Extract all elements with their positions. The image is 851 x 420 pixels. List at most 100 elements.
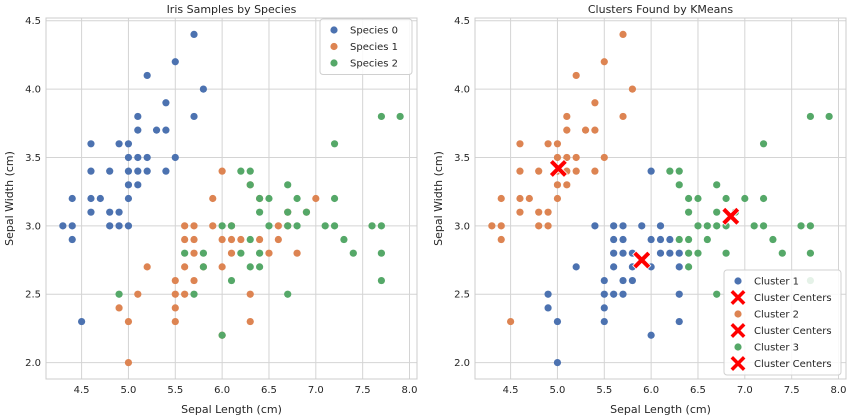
data-point bbox=[256, 194, 264, 203]
x-tick-label: 6.5 bbox=[690, 385, 706, 396]
data-point bbox=[656, 222, 665, 230]
data-point bbox=[675, 290, 683, 298]
data-point bbox=[368, 222, 376, 230]
data-point bbox=[218, 222, 226, 230]
data-point bbox=[237, 167, 245, 175]
data-point bbox=[544, 290, 552, 298]
data-point bbox=[694, 194, 702, 203]
data-point bbox=[124, 222, 133, 230]
data-point bbox=[312, 194, 320, 203]
legend-marker bbox=[734, 343, 742, 351]
data-point bbox=[284, 208, 292, 216]
legend-entry: Cluster Centers bbox=[754, 359, 832, 370]
x-tick-label: 5.5 bbox=[596, 385, 612, 396]
data-point bbox=[293, 249, 301, 257]
data-point bbox=[124, 153, 133, 162]
chart-title: Clusters Found by KMeans bbox=[588, 3, 734, 16]
legend bbox=[723, 269, 842, 376]
data-point bbox=[694, 249, 702, 257]
data-point bbox=[237, 249, 245, 257]
data-point bbox=[134, 126, 142, 134]
data-point bbox=[553, 194, 562, 203]
data-point bbox=[171, 304, 179, 312]
data-point bbox=[497, 235, 505, 244]
data-point bbox=[115, 290, 123, 298]
data-point bbox=[497, 194, 505, 203]
data-point bbox=[553, 140, 562, 148]
data-point bbox=[181, 222, 189, 230]
data-point bbox=[190, 30, 198, 39]
data-point bbox=[722, 194, 730, 203]
data-point bbox=[274, 235, 282, 244]
data-point bbox=[330, 222, 339, 230]
data-point bbox=[68, 235, 76, 244]
data-point bbox=[106, 167, 114, 175]
data-point bbox=[396, 112, 404, 121]
data-point bbox=[265, 194, 273, 203]
data-point bbox=[535, 208, 543, 216]
data-point bbox=[199, 249, 207, 257]
data-point bbox=[190, 290, 198, 298]
data-point bbox=[685, 208, 693, 216]
data-point bbox=[535, 167, 543, 175]
data-point bbox=[825, 112, 833, 121]
legend-marker bbox=[330, 42, 338, 51]
x-tick-label: 7.5 bbox=[355, 385, 371, 396]
data-point bbox=[553, 358, 562, 367]
legend-marker bbox=[734, 277, 742, 285]
y-tick-label: 3.5 bbox=[25, 153, 41, 164]
legend-entry: Cluster Centers bbox=[754, 326, 832, 337]
data-point bbox=[227, 235, 236, 244]
data-point bbox=[218, 167, 226, 175]
data-point bbox=[256, 208, 264, 216]
data-point bbox=[181, 249, 189, 257]
data-point bbox=[675, 167, 683, 175]
data-point bbox=[377, 276, 385, 285]
data-point bbox=[572, 153, 580, 162]
data-point bbox=[685, 249, 693, 257]
data-point bbox=[516, 140, 524, 148]
data-point bbox=[610, 222, 618, 230]
data-point bbox=[134, 153, 142, 162]
y-tick-label: 3.0 bbox=[25, 221, 41, 232]
data-point bbox=[171, 276, 179, 285]
data-point bbox=[284, 222, 292, 230]
data-point bbox=[256, 235, 264, 244]
data-point bbox=[293, 222, 301, 230]
data-point bbox=[647, 331, 655, 339]
data-point bbox=[68, 222, 76, 230]
data-point bbox=[349, 249, 357, 257]
data-point bbox=[181, 290, 189, 298]
chart-title: Iris Samples by Species bbox=[167, 3, 297, 16]
data-point bbox=[87, 208, 95, 216]
x-axis-label: Sepal Length (cm) bbox=[610, 403, 711, 416]
data-point bbox=[134, 181, 142, 189]
scatter-panel-clusters: 4.5 5.0 5.5 6.0 6.5 7.0 7.5 8.0 2.0 2.5 3.0 3.5 4.0 4… bbox=[432, 3, 847, 416]
data-point bbox=[759, 140, 768, 148]
x-tick-label: 8.0 bbox=[831, 385, 847, 396]
legend-center-marker bbox=[729, 354, 747, 373]
data-point bbox=[759, 222, 768, 230]
data-point bbox=[377, 222, 385, 230]
cluster-center-marker bbox=[632, 250, 652, 270]
data-point bbox=[152, 126, 161, 134]
data-point bbox=[115, 208, 123, 216]
x-tick-label: 5.0 bbox=[549, 385, 565, 396]
data-point bbox=[59, 222, 67, 230]
data-point bbox=[265, 222, 273, 230]
data-point bbox=[377, 112, 385, 121]
data-point bbox=[619, 235, 627, 244]
data-point bbox=[162, 167, 170, 175]
data-point bbox=[722, 249, 730, 257]
data-point bbox=[209, 222, 217, 230]
data-point bbox=[806, 249, 814, 257]
legend-entry: Cluster Centers bbox=[754, 293, 832, 304]
data-point bbox=[143, 153, 151, 162]
data-point bbox=[553, 153, 562, 162]
data-point bbox=[675, 181, 683, 189]
data-point bbox=[256, 249, 264, 257]
x-tick-label: 7.0 bbox=[737, 385, 753, 396]
data-point bbox=[256, 263, 264, 271]
data-point bbox=[302, 208, 311, 216]
data-point bbox=[209, 194, 217, 203]
